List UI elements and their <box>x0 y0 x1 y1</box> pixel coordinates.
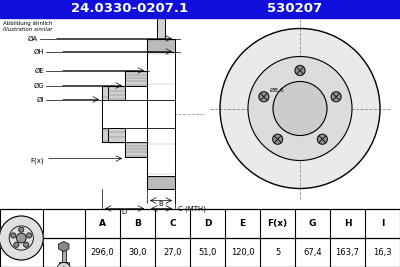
Bar <box>108 85 125 100</box>
Circle shape <box>259 92 269 102</box>
Bar <box>62 249 66 262</box>
Text: ØE: ØE <box>34 68 44 73</box>
Text: Ø8,6: Ø8,6 <box>270 88 285 93</box>
Text: ®: ® <box>310 100 318 105</box>
Text: Illustration similar: Illustration similar <box>3 27 52 32</box>
Text: D: D <box>122 210 127 215</box>
Bar <box>147 38 175 52</box>
Text: ate: ate <box>272 87 312 107</box>
Text: ØI: ØI <box>37 96 44 103</box>
Text: 120,0: 120,0 <box>231 248 254 257</box>
Circle shape <box>248 57 352 160</box>
Text: H: H <box>344 219 351 228</box>
Text: ØA: ØA <box>28 36 38 41</box>
Text: 27,0: 27,0 <box>163 248 182 257</box>
Text: 16,3: 16,3 <box>373 248 392 257</box>
Text: F(x): F(x) <box>268 219 288 228</box>
Bar <box>102 100 175 128</box>
Circle shape <box>57 262 71 267</box>
Circle shape <box>273 81 327 135</box>
Text: A: A <box>99 219 106 228</box>
Text: C: C <box>169 219 176 228</box>
Bar <box>0 0 400 18</box>
Text: ØG: ØG <box>33 83 44 88</box>
Circle shape <box>331 92 341 102</box>
Bar <box>125 142 147 156</box>
Text: D: D <box>204 219 211 228</box>
Circle shape <box>317 134 327 144</box>
Bar <box>147 175 175 189</box>
Text: C (MTH): C (MTH) <box>178 205 206 212</box>
Circle shape <box>295 65 305 76</box>
Text: I: I <box>381 219 384 228</box>
Text: 30,0: 30,0 <box>128 248 147 257</box>
Text: 530207: 530207 <box>268 2 322 15</box>
Text: 5: 5 <box>275 248 280 257</box>
Text: 163,7: 163,7 <box>336 248 360 257</box>
Circle shape <box>24 242 29 247</box>
Text: 24.0330-0207.1: 24.0330-0207.1 <box>72 2 188 15</box>
Bar <box>102 85 108 142</box>
Bar <box>0 209 400 267</box>
Bar <box>59 261 69 265</box>
Text: B: B <box>159 202 163 207</box>
Text: 67,4: 67,4 <box>303 248 322 257</box>
Bar <box>125 70 147 85</box>
Polygon shape <box>58 241 69 252</box>
Circle shape <box>11 233 16 238</box>
Circle shape <box>27 233 32 238</box>
Bar <box>108 128 125 142</box>
Text: ØH: ØH <box>33 49 44 54</box>
Text: 296,0: 296,0 <box>91 248 114 257</box>
Bar <box>147 52 175 175</box>
Circle shape <box>220 29 380 189</box>
Circle shape <box>19 227 24 232</box>
Text: G: G <box>309 219 316 228</box>
Text: Abbildung ähnlich: Abbildung ähnlich <box>3 21 52 26</box>
Text: E: E <box>240 219 246 228</box>
Text: F(x): F(x) <box>30 157 44 164</box>
Circle shape <box>0 216 43 260</box>
Circle shape <box>273 134 283 144</box>
Text: 51,0: 51,0 <box>198 248 217 257</box>
Circle shape <box>14 242 19 247</box>
Bar <box>157 3 165 38</box>
Text: B: B <box>134 219 141 228</box>
Circle shape <box>16 233 26 243</box>
